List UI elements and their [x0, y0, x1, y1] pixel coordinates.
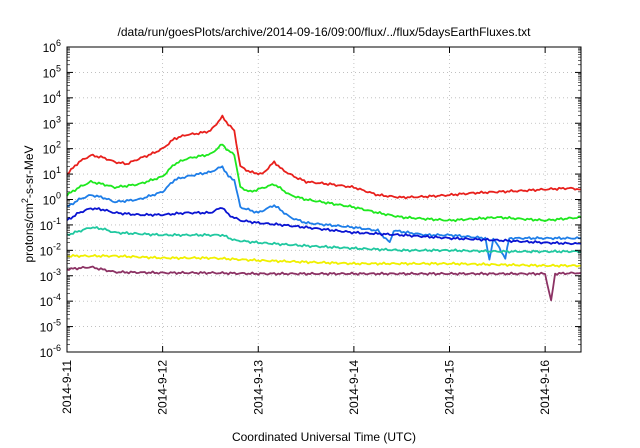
series-line [66, 207, 582, 246]
y-tick-label: 104 [43, 89, 61, 106]
y-tick-label: 100 [43, 191, 61, 208]
y-tick-base: 10 [43, 194, 57, 208]
y-tick-exponent: 5 [56, 63, 61, 73]
y-tick-exponent: -1 [53, 216, 61, 226]
y-tick-base: 10 [40, 295, 54, 309]
y-tick-label: 10-2 [40, 241, 61, 258]
y-tick-base: 10 [40, 321, 54, 335]
series-line [66, 165, 582, 261]
y-tick-base: 10 [43, 143, 57, 157]
x-tick-label: 2014-9-15 [443, 360, 457, 415]
x-axis-label: Coordinated Universal Time (UTC) [232, 430, 416, 444]
y-axis-label-sup: 2 [20, 198, 30, 203]
grid [67, 47, 581, 352]
y-tick-base: 10 [43, 117, 57, 131]
x-tick-label: 2014-9-14 [347, 360, 361, 415]
y-axis-label: protons/cm2-s-sr-MeV [20, 145, 36, 262]
y-tick-exponent: 0 [56, 191, 61, 201]
y-tick-base: 10 [43, 168, 57, 182]
x-tick-label: 2014-9-16 [538, 360, 552, 415]
y-tick-base: 10 [43, 66, 57, 80]
chart-title: /data/run/goesPlots/archive/2014-09-16/0… [118, 25, 532, 39]
y-tick-exponent: -2 [53, 241, 61, 251]
x-tick-label: 2014-9-12 [156, 360, 170, 415]
series-layer [66, 114, 582, 302]
series-line [66, 114, 582, 200]
y-tick-label: 102 [43, 140, 61, 157]
series-line [66, 226, 582, 254]
series-line [66, 253, 582, 268]
x-tick-label: 2014-9-11 [60, 360, 74, 414]
y-tick-base: 10 [40, 270, 54, 284]
y-tick-base: 10 [43, 92, 57, 106]
y-tick-base: 10 [40, 219, 54, 233]
y-tick-exponent: -6 [53, 343, 61, 353]
y-tick-base: 10 [40, 244, 54, 258]
y-tick-label: 10-5 [40, 318, 61, 335]
y-tick-exponent: 3 [56, 114, 61, 124]
y-tick-label: 105 [43, 63, 61, 80]
y-tick-label: 10-3 [40, 267, 61, 284]
y-tick-exponent: 1 [56, 165, 61, 175]
y-tick-base: 10 [43, 41, 57, 55]
y-tick-exponent: -3 [53, 267, 61, 277]
series-line [66, 265, 582, 302]
y-axis-label-post: -s-sr-MeV [22, 145, 36, 198]
y-tick-label: 10-6 [40, 343, 61, 360]
x-axis-ticks: 2014-9-11 2014-9-12 2014-9-13 2014-9-14 2014… [60, 47, 552, 415]
y-tick-exponent: 4 [56, 89, 61, 99]
y-tick-label: 10-4 [40, 292, 61, 309]
y-tick-exponent: 2 [56, 140, 61, 150]
y-tick-label: 106 [43, 38, 61, 55]
y-tick-label: 10-1 [40, 216, 61, 233]
y-tick-exponent: 6 [56, 38, 61, 48]
y-tick-label: 101 [43, 165, 61, 182]
y-tick-exponent: -5 [53, 318, 61, 328]
x-tick-label: 2014-9-13 [251, 360, 265, 415]
y-tick-label: 103 [43, 114, 61, 131]
y-axis-label-pre: protons/cm [22, 203, 36, 262]
y-tick-exponent: -4 [53, 292, 61, 302]
series-line [66, 143, 582, 223]
y-axis-ticks: 10-610-510-410-310-210-11001011021031041… [40, 38, 581, 360]
y-tick-base: 10 [40, 346, 54, 360]
